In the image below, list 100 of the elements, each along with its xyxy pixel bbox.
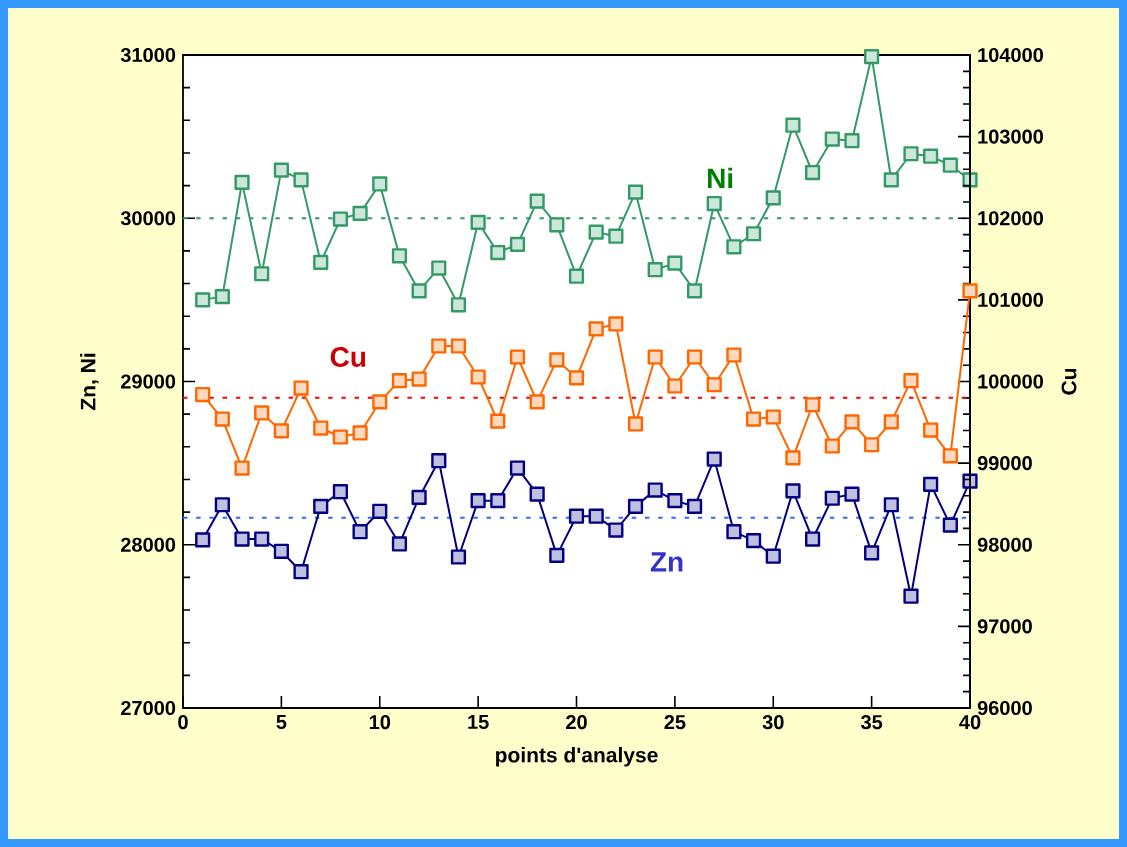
point [195,532,211,548]
point [647,482,663,498]
point [864,49,880,65]
point [903,588,919,604]
point [647,349,663,365]
point [332,484,349,500]
point [962,473,978,489]
point [490,413,506,429]
point [942,157,958,173]
point [726,347,742,363]
point [372,176,388,192]
point [942,448,958,464]
point [864,545,880,561]
point [529,486,545,502]
point [509,460,526,476]
point [352,205,368,221]
point [254,266,270,282]
x-tick-label: 25 [664,715,686,730]
point [293,172,309,188]
point [647,262,663,278]
point [686,349,703,365]
point [568,268,585,284]
point [824,438,840,454]
point [805,164,821,181]
point [864,437,880,453]
point [195,292,211,308]
point [785,450,801,466]
point [470,369,486,385]
point [667,378,683,394]
y-axis-title: Zn, Ni [80,353,99,411]
y2-tick-label: 97000 [977,619,1032,634]
point [372,503,388,519]
point [805,397,821,413]
point [313,254,329,270]
point [273,543,289,559]
point [214,497,230,513]
point [529,394,545,410]
x-tick-label: 0 [178,715,188,730]
point [844,414,860,430]
point [549,352,565,368]
point [745,411,762,427]
point [195,386,211,403]
point [765,190,781,206]
y2-tick-label: 99000 [977,456,1032,471]
point [293,380,309,396]
point [490,493,506,509]
point [942,517,958,533]
point [431,453,447,469]
point [411,489,427,506]
point [431,338,447,354]
point [667,493,683,509]
point [313,498,329,514]
point [844,133,860,149]
point [923,422,939,438]
x-tick-label: 20 [566,715,587,730]
point [234,460,250,476]
point [509,349,526,365]
point [470,493,486,509]
point [805,531,821,547]
point [824,490,840,506]
point [234,531,250,547]
point [352,425,368,441]
point [726,524,742,540]
y2-tick-label: 103000 [978,129,1043,144]
y2-tick-label: 101000 [978,292,1043,307]
point [686,283,703,299]
point [588,321,604,337]
series-label: Ni [708,167,733,189]
point [627,498,644,514]
point [411,283,427,299]
x-tick-label: 40 [959,715,981,730]
point [450,338,467,354]
point [608,522,624,538]
point [608,228,624,244]
point [883,497,899,513]
point [352,524,368,540]
point [254,405,270,421]
x-tick-label: 15 [468,715,489,730]
point [254,531,270,547]
point [903,146,919,162]
point [785,483,801,499]
point [529,193,545,209]
point [883,172,899,188]
point [273,423,289,439]
point [214,411,230,427]
point [962,172,978,188]
point [923,476,939,492]
point [391,536,408,552]
point [883,414,899,430]
y-tick-label: 28000 [121,537,176,552]
point [450,549,467,565]
point [450,297,467,313]
x-tick-label: 5 [276,715,287,730]
y2-tick-label: 98000 [977,537,1032,552]
point [549,217,565,233]
point [411,371,427,387]
point [844,486,860,502]
point [509,236,526,252]
y2-tick-label: 102000 [978,211,1043,226]
y-tick-label: 30000 [120,211,176,226]
